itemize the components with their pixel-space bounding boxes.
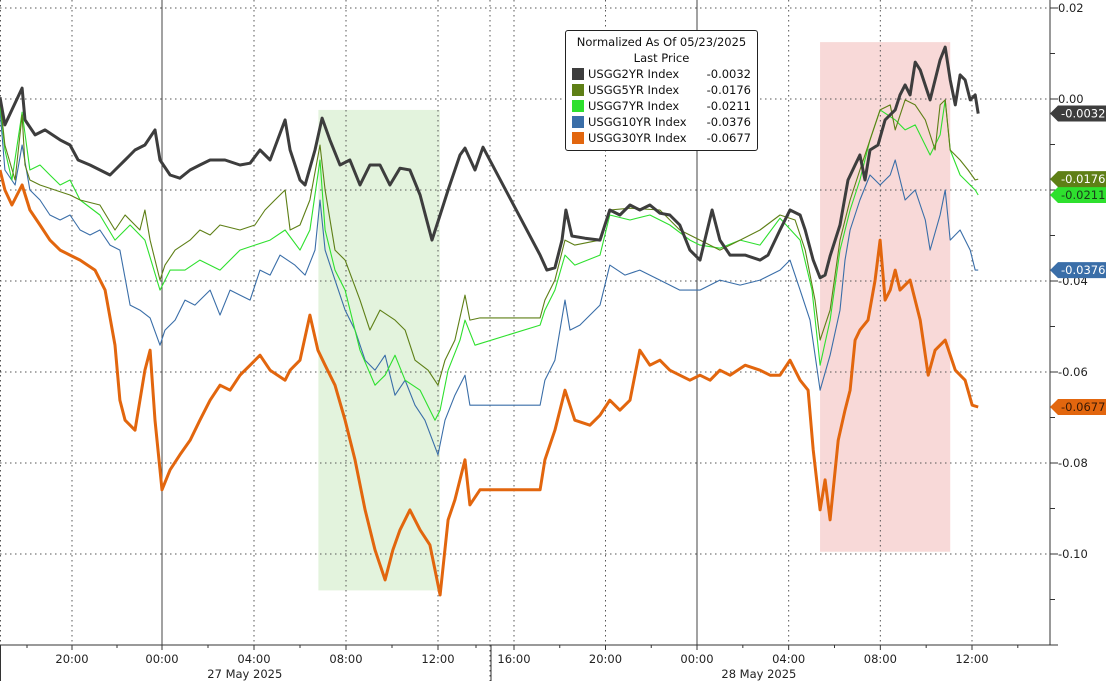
last-value-tag: -0.0032 — [1050, 105, 1106, 122]
date-label: 27 May 2025 — [207, 667, 282, 681]
legend-series-name: USGG5YR Index — [588, 83, 680, 97]
legend-swatch — [572, 84, 584, 96]
legend-item: USGG2YR Index -0.0032 — [572, 66, 751, 82]
series-line-usgg2yr — [0, 45, 980, 280]
legend-swatch — [572, 100, 584, 112]
legend-title: Normalized As Of 05/23/2025 — [576, 35, 747, 49]
legend-series-value: -0.0211 — [706, 99, 751, 113]
green-shade-region — [318, 109, 440, 591]
x-tick-label: 12:00 — [421, 652, 454, 666]
legend-item: USGG30YR Index -0.0677 — [572, 130, 751, 146]
y-tick-label: 0.02 — [1058, 1, 1084, 15]
tag-shape — [1050, 171, 1106, 188]
legend-item: USGG7YR Index -0.0211 — [572, 98, 751, 114]
legend-subtitle: Last Price — [633, 51, 690, 65]
series-line-usgg7yr — [0, 99, 979, 421]
y-tick-label: -0.06 — [1058, 365, 1088, 379]
legend-rows: USGG2YR Index -0.0032 USGG5YR Index -0.0176… — [572, 66, 751, 146]
tag-shape — [1050, 105, 1106, 122]
y-tick-label: -0.10 — [1058, 547, 1088, 561]
legend-series-value: -0.0376 — [706, 115, 751, 129]
x-tick-label: 20:00 — [55, 652, 88, 666]
legend-series-value: -0.0677 — [706, 131, 751, 145]
last-value-tag: -0.0211 — [1050, 187, 1106, 204]
legend-swatch — [572, 132, 584, 144]
x-tick-label: 04:00 — [772, 652, 805, 666]
y-tick-label: 0.00 — [1058, 92, 1084, 106]
tag-value: -0.0211 — [1061, 188, 1105, 202]
series-line-usgg10yr — [0, 109, 979, 456]
legend-series-name: USGG2YR Index — [588, 67, 680, 81]
x-tick-label: 00:00 — [145, 652, 178, 666]
tag-shape — [1050, 399, 1106, 416]
tag-value: -0.0176 — [1061, 172, 1105, 186]
x-tick-label: 12:00 — [955, 652, 988, 666]
series-line-usgg30yr — [0, 169, 979, 597]
legend-series-value: -0.0176 — [706, 83, 751, 97]
x-tick-label: 04:00 — [237, 652, 270, 666]
legend-swatch — [572, 68, 584, 80]
tag-shape — [1050, 187, 1106, 204]
x-tick-label: 16:00 — [497, 652, 530, 666]
y-tick-label: -0.08 — [1058, 456, 1088, 470]
legend-series-value: -0.0032 — [706, 67, 751, 81]
tag-value: -0.0376 — [1061, 263, 1105, 277]
tag-value: -0.0032 — [1061, 107, 1105, 121]
x-tick-label: 20:00 — [589, 652, 622, 666]
last-value-tag: -0.0376 — [1050, 262, 1106, 279]
x-tick-label: 00:00 — [680, 652, 713, 666]
x-tick-label: 08:00 — [864, 652, 897, 666]
legend-item: USGG10YR Index -0.0376 — [572, 114, 751, 130]
legend-swatch — [572, 116, 584, 128]
legend-series-name: USGG30YR Index — [588, 131, 687, 145]
legend: Normalized As Of 05/23/2025 Last Price U… — [565, 30, 758, 151]
series-line-usgg5yr — [0, 99, 979, 386]
last-value-tag: -0.0677 — [1050, 399, 1106, 416]
legend-series-name: USGG7YR Index — [588, 99, 680, 113]
tag-value: -0.0677 — [1061, 400, 1105, 414]
last-value-tag: -0.0176 — [1050, 171, 1106, 188]
legend-series-name: USGG10YR Index — [588, 115, 687, 129]
date-label: 28 May 2025 — [721, 667, 796, 681]
x-tick-label: 08:00 — [329, 652, 362, 666]
tag-shape — [1050, 262, 1106, 279]
legend-item: USGG5YR Index -0.0176 — [572, 82, 751, 98]
